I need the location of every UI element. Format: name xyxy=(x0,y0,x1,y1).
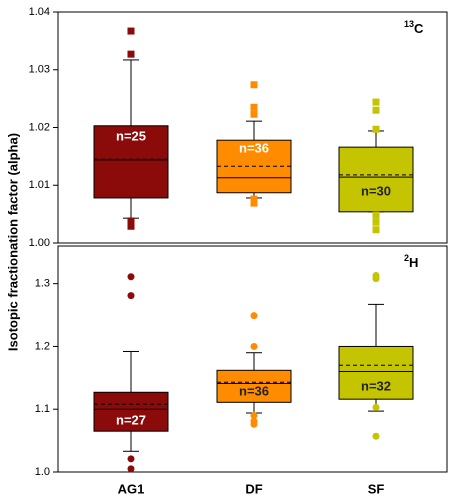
outlier xyxy=(127,27,135,35)
outlier xyxy=(372,211,380,219)
y-tick-label: 1.04 xyxy=(29,6,50,18)
outlier xyxy=(372,106,380,114)
outlier xyxy=(127,292,135,300)
panel-label-element: H xyxy=(409,255,418,270)
n-label: n=30 xyxy=(361,183,391,198)
box xyxy=(93,391,169,432)
outlier xyxy=(127,273,135,281)
panel-label-mass: 13 xyxy=(404,19,414,29)
outlier xyxy=(127,222,135,230)
outlier xyxy=(372,432,380,440)
y-tick-label: 1.1 xyxy=(35,403,50,415)
outlier xyxy=(372,218,380,226)
outlier xyxy=(127,465,135,473)
x-tick-label: DF xyxy=(245,481,262,496)
x-tick-label: SF xyxy=(368,481,385,496)
box xyxy=(338,345,414,400)
y-tick-label: 1.01 xyxy=(29,179,50,191)
n-label: n=36 xyxy=(239,383,269,398)
y-axis-label: Isotopic fractionation factor (alpha) xyxy=(5,133,20,351)
panel-frame xyxy=(57,245,448,473)
outlier xyxy=(250,110,258,118)
outlier xyxy=(372,275,380,283)
y-tick-label: 1.3 xyxy=(35,278,50,290)
outlier xyxy=(127,217,135,225)
outlier xyxy=(372,226,380,234)
outlier xyxy=(250,103,258,111)
n-label: n=32 xyxy=(361,378,391,393)
panel-label-mass: 2 xyxy=(404,253,409,263)
panel-label: 13C xyxy=(404,19,424,36)
panel-label: 2H xyxy=(404,253,418,270)
y-tick-label: 1.00 xyxy=(29,237,50,249)
y-tick-label: 1.2 xyxy=(35,340,50,352)
y-tick-label: 1.0 xyxy=(35,466,50,478)
outlier xyxy=(250,195,258,203)
panel-label-element: C xyxy=(414,21,424,36)
outlier xyxy=(372,403,380,411)
box xyxy=(338,146,414,213)
box xyxy=(93,125,169,199)
n-label: n=25 xyxy=(116,128,146,143)
n-label: n=36 xyxy=(239,140,269,155)
outlier xyxy=(127,455,135,463)
outlier xyxy=(372,98,380,106)
y-tick-label: 1.03 xyxy=(29,64,50,76)
outlier xyxy=(250,312,258,320)
outlier xyxy=(250,420,258,428)
outlier xyxy=(372,125,380,133)
outlier xyxy=(250,199,258,207)
box xyxy=(216,369,292,403)
outlier xyxy=(250,412,258,419)
y-tick-label: 1.02 xyxy=(29,121,50,133)
x-tick-label: AG1 xyxy=(118,481,145,496)
outlier xyxy=(250,81,258,89)
outlier xyxy=(250,342,258,350)
outlier xyxy=(127,50,135,58)
n-label: n=27 xyxy=(116,412,146,427)
